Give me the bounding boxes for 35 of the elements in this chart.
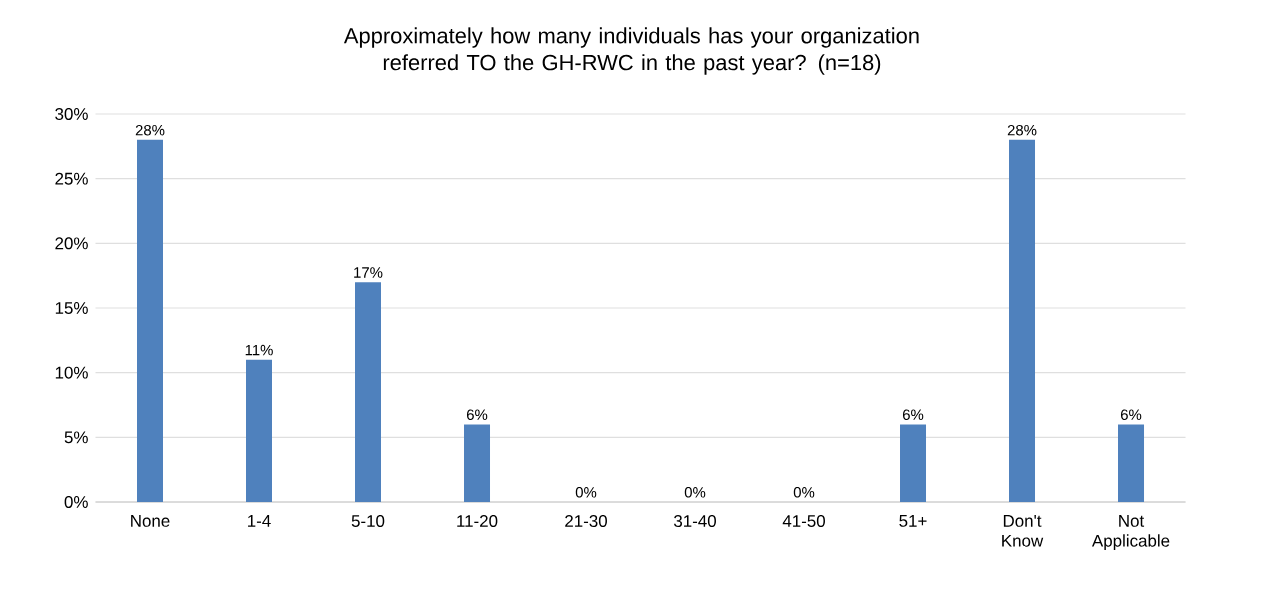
- bar: [900, 424, 927, 502]
- data-label: 11%: [245, 344, 273, 356]
- data-label: 0%: [793, 487, 815, 498]
- y-tick-label: 5%: [64, 431, 88, 444]
- x-tick-label: 11-20: [457, 515, 498, 528]
- x-tick-label: Don't Know: [1002, 515, 1044, 547]
- bar: [355, 282, 381, 502]
- data-label: 6%: [466, 409, 488, 421]
- y-tick-label: 10%: [55, 366, 88, 379]
- data-label: 17%: [354, 267, 383, 278]
- y-tick-label: 15%: [55, 302, 88, 314]
- y-tick-label: 30%: [55, 108, 88, 120]
- data-label: 6%: [1120, 409, 1142, 421]
- bar: [464, 424, 491, 502]
- chart-title: Approximately how many individuals has your organization referred TO the GH-RWC in the past year? (n=18): [343, 27, 919, 75]
- x-tick-label: Not Applicable: [1091, 515, 1170, 551]
- data-label: 0%: [684, 487, 706, 498]
- data-label: 6%: [902, 409, 924, 421]
- x-tick-label: 5-10: [351, 515, 385, 528]
- bar: [246, 359, 272, 502]
- data-label: 28%: [1007, 124, 1037, 136]
- x-tick-label: 21-30: [565, 515, 607, 528]
- x-tick-label: 1-4: [248, 515, 271, 527]
- data-label: 28%: [135, 124, 165, 136]
- x-tick-label: 31-40: [674, 515, 716, 528]
- x-tick-label: 41-50: [782, 515, 825, 528]
- y-tick-label: 25%: [55, 172, 88, 185]
- x-tick-label: 51+: [899, 515, 927, 527]
- y-tick-label: 0%: [64, 496, 88, 508]
- y-tick-label: 20%: [55, 237, 88, 250]
- bar: [1009, 139, 1036, 502]
- bar: [1118, 424, 1145, 502]
- bar: [137, 139, 163, 502]
- x-tick-label: None: [131, 515, 170, 527]
- data-label: 0%: [575, 487, 597, 498]
